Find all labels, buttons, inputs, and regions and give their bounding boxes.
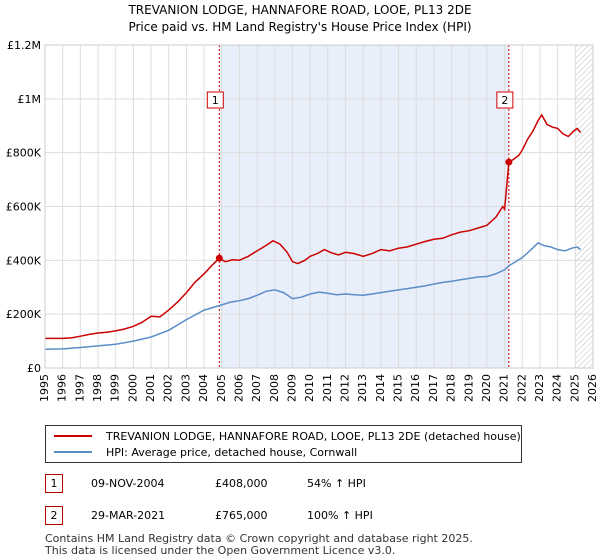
annotation-label: 1 [212, 94, 219, 107]
y-tick-label: £0 [27, 362, 41, 375]
legend-entry-property: TREVANION LODGE, HANNAFORE ROAD, LOOE, P… [54, 428, 521, 444]
x-tick-label: 2019 [462, 374, 475, 402]
annotation-label: 2 [501, 94, 508, 107]
x-tick-label: 2003 [179, 374, 192, 402]
plot-frame [44, 44, 594, 369]
legend-swatch-red [54, 435, 92, 437]
transaction-badge: 1 [45, 474, 63, 493]
x-tick-label: 2007 [250, 374, 263, 402]
transaction-hpi: 54% ↑ HPI [307, 477, 366, 490]
x-tick-label: 1997 [73, 374, 86, 402]
x-tick-label: 2014 [374, 374, 387, 402]
legend-swatch-blue [54, 451, 92, 453]
x-tick-label: 2021 [498, 374, 511, 402]
transaction-hpi: 100% ↑ HPI [307, 509, 373, 522]
x-tick-label: 1998 [91, 374, 104, 402]
x-tick-label: 2022 [515, 374, 528, 402]
x-tick-label: 2023 [533, 374, 546, 402]
x-tick-label: 2012 [339, 374, 352, 402]
y-tick-label: £1M [18, 93, 42, 106]
sale-point [505, 158, 513, 166]
transaction-date: 29-MAR-2021 [91, 509, 166, 522]
x-tick-label: 1996 [56, 374, 69, 402]
chart-subtitle: Price paid vs. HM Land Registry's House … [128, 20, 472, 34]
x-tick-label: 2002 [162, 374, 175, 402]
x-tick-label: 2017 [427, 374, 440, 402]
x-tick-label: 2001 [144, 374, 157, 402]
footer-license: This data is licensed under the Open Gov… [45, 544, 396, 557]
x-tick-label: 2005 [215, 374, 228, 402]
x-tick-label: 2000 [126, 374, 139, 402]
x-tick-label: 2026 [586, 374, 599, 402]
footer-copyright: Contains HM Land Registry data © Crown c… [45, 532, 473, 545]
x-tick-label: 2016 [409, 374, 422, 402]
annotation-box [496, 91, 514, 109]
x-tick-label: 2011 [321, 374, 334, 402]
transaction-row: 2 29-MAR-2021 £765,000 100% ↑ HPI [45, 506, 565, 526]
transaction-row: 1 09-NOV-2004 £408,000 54% ↑ HPI [45, 474, 565, 494]
x-tick-label: 2015 [392, 374, 405, 402]
x-tick-label: 2024 [551, 374, 564, 402]
y-tick-label: £600K [6, 201, 42, 214]
legend-entry-hpi: HPI: Average price, detached house, Corn… [54, 444, 357, 460]
sale-point [215, 254, 223, 262]
x-tick-label: 1995 [38, 374, 51, 402]
y-tick-label: £1.2M [7, 39, 41, 52]
x-tick-label: 2020 [480, 374, 493, 402]
x-tick-label: 2009 [285, 374, 298, 402]
transaction-price: £408,000 [215, 477, 268, 490]
legend-label-hpi: HPI: Average price, detached house, Corn… [106, 445, 358, 459]
chart-title: TREVANION LODGE, HANNAFORE ROAD, LOOE, P… [128, 3, 472, 17]
x-tick-label: 2013 [356, 374, 369, 402]
price-chart: 1 2 £0 £200K £400K £600K £800K £1M £1.2M 1995 199… [6, 39, 599, 402]
annotation-box [206, 91, 224, 109]
x-tick-label: 2010 [303, 374, 316, 402]
transaction-badge: 2 [45, 506, 63, 525]
y-tick-label: £200K [6, 308, 42, 321]
legend-label-property: TREVANION LODGE, HANNAFORE ROAD, LOOE, P… [106, 429, 521, 443]
y-tick-label: £800K [6, 147, 42, 160]
y-tick-label: £400K [6, 254, 42, 267]
x-tick-label: 2018 [445, 374, 458, 402]
transaction-price: £765,000 [215, 509, 268, 522]
x-tick-label: 2006 [232, 374, 245, 402]
hpi-line [44, 241, 582, 350]
x-tick-label: 2004 [197, 374, 210, 402]
property-price-line [45, 113, 582, 340]
transaction-date: 09-NOV-2004 [91, 477, 165, 490]
legend: TREVANION LODGE, HANNAFORE ROAD, LOOE, P… [45, 425, 522, 463]
x-tick-label: 1999 [109, 374, 122, 402]
x-tick-label: 2008 [268, 374, 281, 402]
x-tick-label: 2025 [568, 374, 581, 402]
